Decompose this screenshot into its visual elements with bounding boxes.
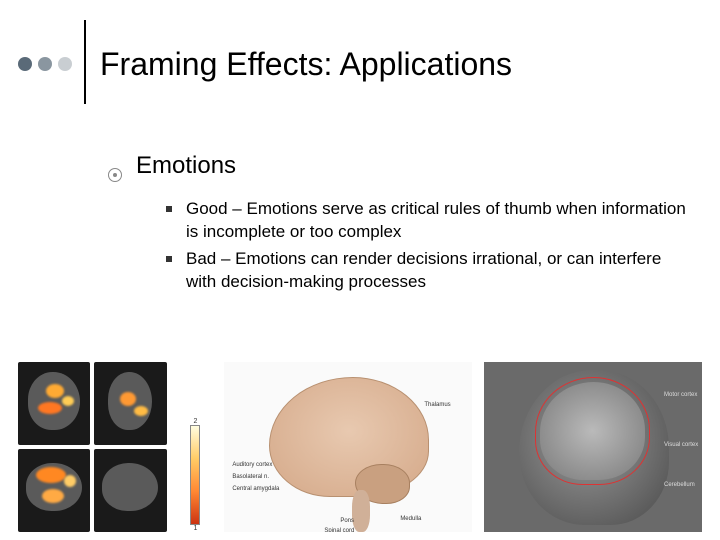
- bullet-text: Bad – Emotions can render decisions irra…: [186, 248, 690, 294]
- mri-label: Cerebellum: [664, 482, 695, 488]
- fmri-panel: [18, 362, 167, 532]
- anatomy-diagram: Thalamus Auditory cortex Basolateral n. Cen…: [224, 362, 472, 532]
- bullet-text: Good – Emotions serve as critical rules …: [186, 198, 690, 244]
- anatomy-label: Thalamus: [424, 402, 450, 408]
- slide-title: Framing Effects: Applications: [100, 46, 512, 83]
- section-row: Emotions: [108, 152, 690, 180]
- image-row: 2 1 Thalamus Auditory cortex Basolateral n…: [18, 352, 702, 532]
- slide-header: Framing Effects: Applications: [18, 24, 512, 104]
- square-bullet-icon: [166, 206, 172, 212]
- dot-2: [38, 57, 52, 71]
- anatomy-label: Pons: [340, 518, 354, 524]
- fmri-slice: [18, 362, 90, 445]
- fmri-slice: [94, 362, 166, 445]
- colorbar-gradient: [190, 425, 200, 525]
- colorbar-tick: 2: [194, 418, 198, 425]
- brainstem-icon: [352, 490, 370, 532]
- bullet-list: Good – Emotions serve as critical rules …: [166, 198, 690, 294]
- mri-label: Motor cortex: [664, 392, 697, 398]
- colorbar-tick: 1: [194, 525, 198, 532]
- mri-scan: Motor cortex Visual cortex Cerebellum: [484, 362, 702, 532]
- list-item: Good – Emotions serve as critical rules …: [166, 198, 690, 244]
- anatomy-label: Auditory cortex: [232, 462, 272, 468]
- decorative-dots: [18, 57, 72, 71]
- list-item: Bad – Emotions can render decisions irra…: [166, 248, 690, 294]
- section-title: Emotions: [136, 152, 236, 180]
- anatomy-label: Basolateral n.: [232, 474, 269, 480]
- bullseye-icon: [108, 168, 122, 182]
- anatomy-label: Medulla: [400, 516, 421, 522]
- square-bullet-icon: [166, 256, 172, 262]
- dot-1: [18, 57, 32, 71]
- slide-content: Emotions Good – Emotions serve as critic…: [108, 152, 690, 298]
- vertical-rule: [84, 20, 86, 104]
- anatomy-label: Central amygdala: [232, 486, 279, 492]
- mri-label: Visual cortex: [664, 442, 698, 448]
- anatomy-label: Spinal cord: [324, 528, 354, 532]
- colorbar: 2 1: [179, 372, 213, 532]
- mri-outline-icon: [535, 377, 650, 485]
- dot-3: [58, 57, 72, 71]
- fmri-slice: [94, 449, 166, 532]
- fmri-slice: [18, 449, 90, 532]
